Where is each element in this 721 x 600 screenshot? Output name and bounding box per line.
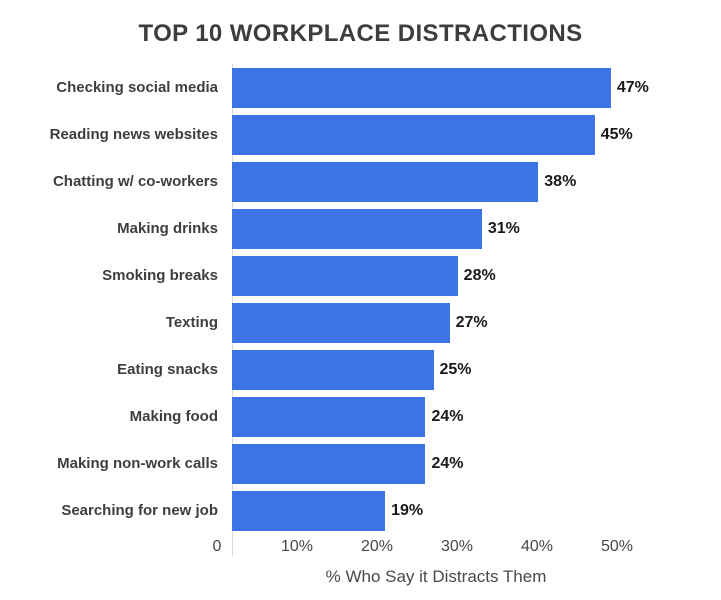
chart-title: TOP 10 WORKPLACE DISTRACTIONS [138,20,583,47]
bar-row: Chatting w/ co-workers 38% [0,158,721,205]
value-label: 19% [391,501,424,519]
category-label: Reading news websites [49,126,218,143]
x-axis-tick-label: 50% [600,538,634,555]
value-label: 47% [616,78,649,96]
bar-row: Reading news websites 45% [0,111,721,158]
bar-row: Making non-work calls 24% [0,440,721,487]
bar [232,114,595,155]
bar [232,208,482,249]
bar [232,490,386,531]
value-label: 24% [431,407,464,425]
x-axis-ticks: 0 10% 20% 30% 40% 50% [0,538,721,558]
plot-area: Checking social media 47% Reading news web… [0,64,721,534]
value-label: 31% [487,219,520,237]
bar-row: Eating snacks 25% [0,346,721,393]
category-label: Smoking breaks [102,267,218,284]
value-label: 38% [544,172,577,190]
x-axis-title: % Who Say it Distracts Them [325,567,547,586]
bar [232,443,426,484]
value-label: 28% [463,266,496,284]
category-label: Chatting w/ co-workers [52,173,218,190]
bar [232,396,426,437]
category-label: Checking social media [56,79,218,96]
bar [232,349,434,390]
category-label: Searching for new job [61,502,218,519]
value-label: 45% [600,125,633,143]
value-label: 27% [455,313,488,331]
x-axis-tick-label: 20% [360,538,394,555]
bar [232,161,539,202]
value-label: 24% [431,454,464,472]
category-label: Texting [165,314,218,331]
bar-row: Searching for new job 19% [0,487,721,534]
bar-row: Smoking breaks 28% [0,252,721,299]
category-label: Making non-work calls [57,455,218,472]
x-axis-tick-label: 40% [520,538,554,555]
bar-row: Making drinks 31% [0,205,721,252]
category-label: Eating snacks [117,361,218,378]
bar-row: Texting 27% [0,299,721,346]
bar-row: Checking social media 47% [0,64,721,111]
x-axis-tick-label: 0 [212,538,222,555]
x-axis-tick-label: 30% [440,538,474,555]
category-label: Making food [129,408,218,425]
bar [232,255,458,296]
bar [232,302,450,343]
x-axis-tick-label: 10% [280,538,314,555]
bar [232,67,611,108]
bar-row: Making food 24% [0,393,721,440]
category-label: Making drinks [117,220,218,237]
value-label: 25% [439,360,472,378]
